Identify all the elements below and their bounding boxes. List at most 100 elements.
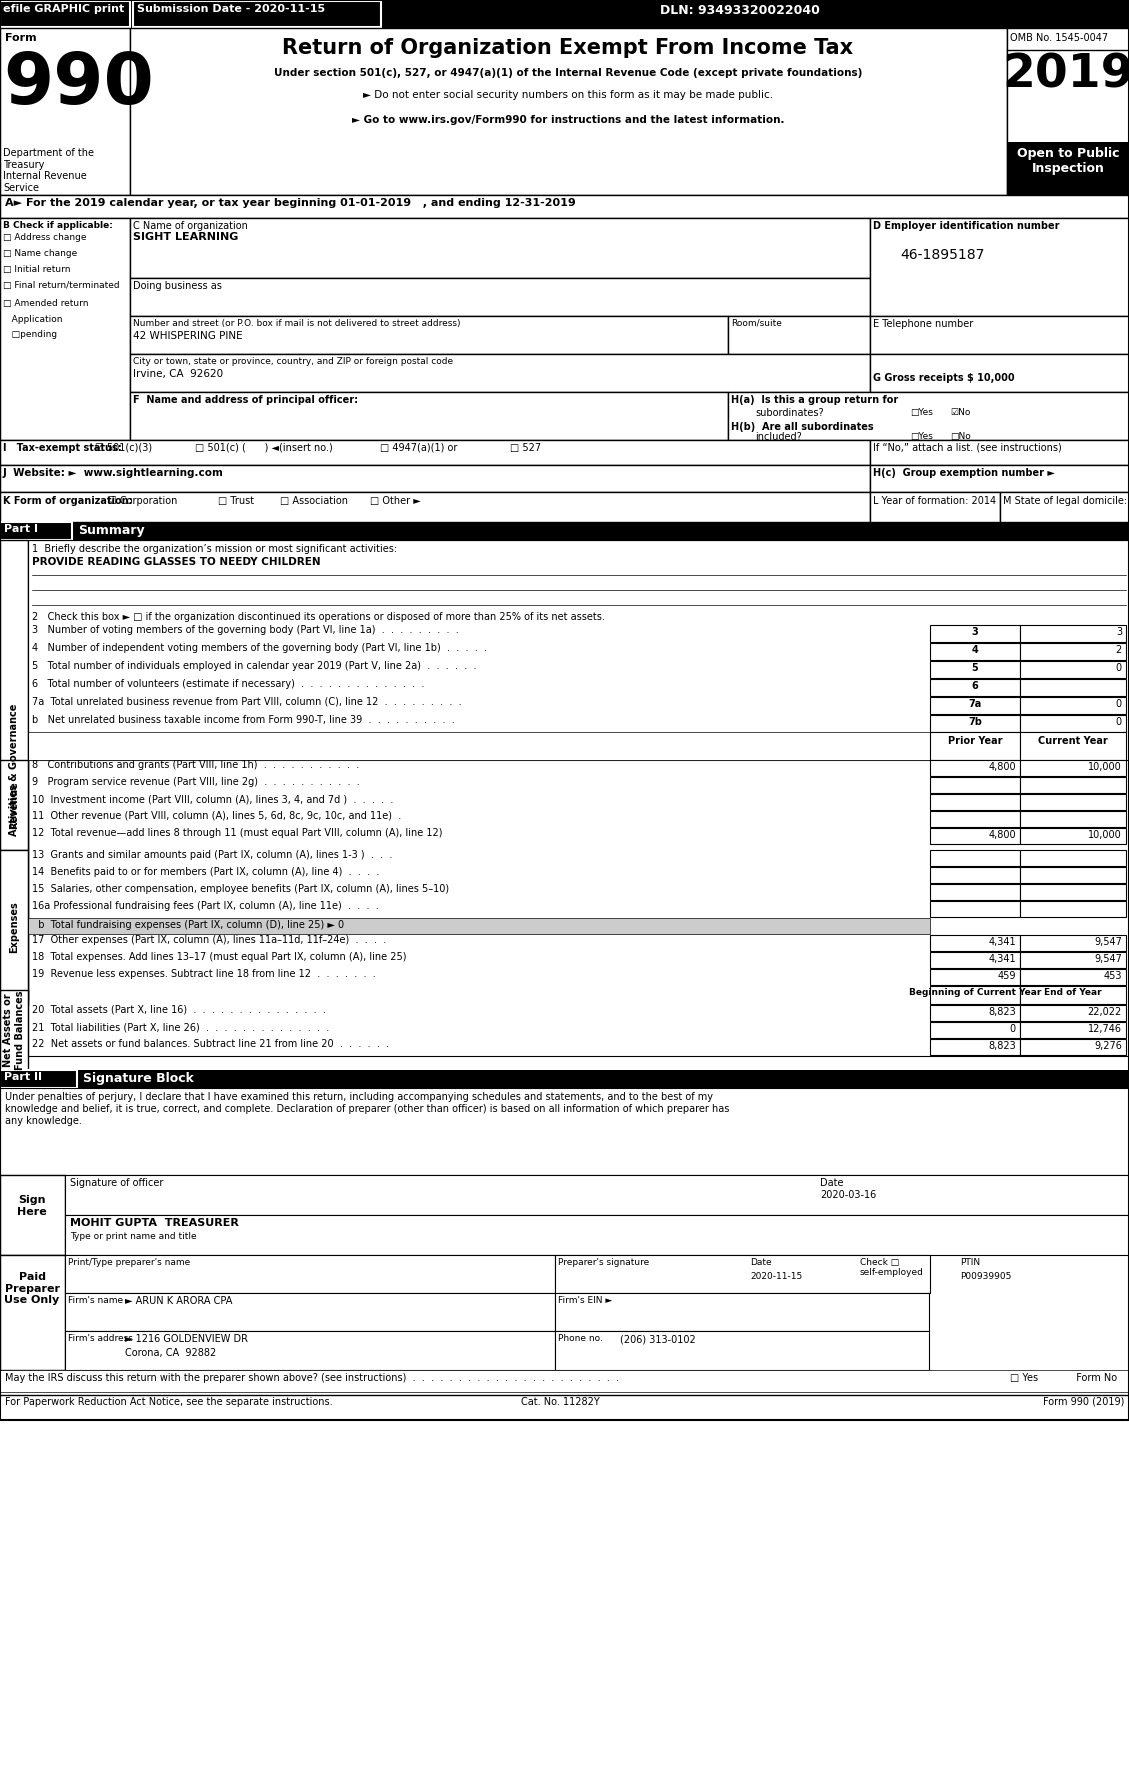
Bar: [1019, 827, 1126, 844]
Bar: [1019, 793, 1126, 810]
Bar: [0, 219, 130, 441]
Text: F  Name and address of principal officer:: F Name and address of principal officer:: [133, 396, 358, 405]
Bar: [870, 441, 1129, 466]
Text: □ Association: □ Association: [280, 496, 348, 507]
Text: 10,000: 10,000: [1088, 761, 1122, 772]
Text: ☑ Corporation: ☑ Corporation: [108, 496, 177, 507]
Text: □ Address change: □ Address change: [3, 233, 87, 242]
Bar: [930, 661, 1019, 679]
Text: knowledge and belief, it is true, correct, and complete. Declaration of preparer: knowledge and belief, it is true, correc…: [5, 1103, 729, 1114]
Text: 4: 4: [972, 645, 979, 656]
Text: Form: Form: [5, 32, 36, 43]
Text: Prior Year: Prior Year: [947, 736, 1003, 747]
Text: □ Yes: □ Yes: [1010, 1374, 1039, 1383]
Text: 0: 0: [1115, 698, 1122, 709]
Bar: [555, 1255, 930, 1293]
Bar: [930, 625, 1019, 641]
Bar: [1019, 697, 1126, 715]
Bar: [1019, 733, 1126, 759]
Text: Form 990 (2019): Form 990 (2019): [1042, 1397, 1124, 1408]
Bar: [1019, 969, 1126, 985]
Text: 8,823: 8,823: [988, 1041, 1016, 1051]
Text: E Telephone number: E Telephone number: [873, 319, 973, 330]
Text: subordinates?: subordinates?: [755, 408, 824, 417]
Text: Form No: Form No: [1070, 1374, 1117, 1383]
Text: Department of the
Treasury
Internal Revenue
Service: Department of the Treasury Internal Reve…: [3, 149, 94, 193]
Text: ► Go to www.irs.gov/Form990 for instructions and the latest information.: ► Go to www.irs.gov/Form990 for instruct…: [352, 115, 785, 125]
Text: 4,800: 4,800: [988, 829, 1016, 840]
Text: included?: included?: [755, 432, 802, 442]
Text: 4,800: 4,800: [988, 761, 1016, 772]
Bar: [930, 935, 1019, 951]
Text: □ Name change: □ Name change: [3, 249, 77, 258]
Bar: [1019, 901, 1126, 917]
Bar: [930, 901, 1019, 917]
Text: G Gross receipts $ 10,000: G Gross receipts $ 10,000: [873, 373, 1015, 383]
Bar: [555, 1331, 929, 1370]
Text: Print/Type preparer's name: Print/Type preparer's name: [68, 1257, 191, 1266]
Bar: [930, 851, 1019, 867]
Text: 20  Total assets (Part X, line 16)  .  .  .  .  .  .  .  .  .  .  .  .  .  .  .: 20 Total assets (Part X, line 16) . . . …: [32, 1005, 326, 1015]
Text: 8,823: 8,823: [988, 1007, 1016, 1017]
Text: Return of Organization Exempt From Income Tax: Return of Organization Exempt From Incom…: [282, 38, 854, 57]
Bar: [930, 777, 1019, 793]
Text: □Yes: □Yes: [910, 408, 933, 417]
Text: Type or print name and title: Type or print name and title: [70, 1232, 196, 1241]
Text: Current Year: Current Year: [1039, 736, 1108, 747]
Bar: [0, 759, 28, 851]
Bar: [0, 851, 28, 1005]
Text: 6: 6: [972, 681, 979, 691]
Text: 9,276: 9,276: [1094, 1041, 1122, 1051]
Text: A► For the 2019 calendar year, or tax year beginning 01-01-2019   , and ending 1: A► For the 2019 calendar year, or tax ye…: [5, 199, 576, 208]
Bar: [0, 195, 1129, 219]
Text: 990: 990: [3, 50, 154, 118]
Bar: [870, 219, 1129, 315]
Bar: [930, 733, 1019, 759]
Text: Corona, CA  92882: Corona, CA 92882: [125, 1349, 217, 1358]
Bar: [870, 315, 1129, 355]
Text: □ 527: □ 527: [510, 442, 541, 453]
Text: DLN: 93493320022040: DLN: 93493320022040: [660, 4, 820, 16]
Text: 16a Professional fundraising fees (Part IX, column (A), line 11e)  .  .  .  .: 16a Professional fundraising fees (Part …: [32, 901, 378, 912]
Text: Phone no.: Phone no.: [558, 1334, 603, 1343]
Bar: [0, 0, 1129, 29]
Text: PROVIDE READING GLASSES TO NEEDY CHILDREN: PROVIDE READING GLASSES TO NEEDY CHILDRE…: [32, 557, 321, 568]
Text: □ Final return/terminated: □ Final return/terminated: [3, 281, 120, 290]
Text: 1  Briefly describe the organization’s mission or most significant activities:: 1 Briefly describe the organization’s mi…: [32, 544, 397, 553]
Text: SIGHT LEARNING: SIGHT LEARNING: [133, 233, 238, 242]
Text: □pending: □pending: [3, 330, 58, 338]
Bar: [28, 541, 1129, 1057]
Bar: [1007, 29, 1129, 195]
Text: H(c)  Group exemption number ►: H(c) Group exemption number ►: [873, 467, 1054, 478]
Text: D Employer identification number: D Employer identification number: [873, 220, 1059, 231]
Text: Part II: Part II: [5, 1073, 42, 1082]
Text: 9,547: 9,547: [1094, 937, 1122, 947]
Text: 22  Net assets or fund balances. Subtract line 21 from line 20  .  .  .  .  .  .: 22 Net assets or fund balances. Subtract…: [32, 1039, 390, 1050]
Text: 15  Salaries, other compensation, employee benefits (Part IX, column (A), lines : 15 Salaries, other compensation, employe…: [32, 885, 449, 894]
Text: 19  Revenue less expenses. Subtract line 18 from line 12  .  .  .  .  .  .  .: 19 Revenue less expenses. Subtract line …: [32, 969, 376, 980]
Text: 9,547: 9,547: [1094, 955, 1122, 964]
Text: 6   Total number of volunteers (estimate if necessary)  .  .  .  .  .  .  .  .  : 6 Total number of volunteers (estimate i…: [32, 679, 425, 690]
Text: 3   Number of voting members of the governing body (Part VI, line 1a)  .  .  .  : 3 Number of voting members of the govern…: [32, 625, 458, 636]
Text: ► 1216 GOLDENVIEW DR: ► 1216 GOLDENVIEW DR: [125, 1334, 248, 1343]
Bar: [870, 355, 1129, 392]
Text: 0: 0: [1115, 716, 1122, 727]
Bar: [65, 1175, 1129, 1214]
Text: any knowledge.: any knowledge.: [5, 1116, 82, 1127]
Text: Beginning of Current Year: Beginning of Current Year: [909, 989, 1041, 998]
Text: Check □
self-employed: Check □ self-employed: [860, 1257, 924, 1277]
Bar: [65, 1214, 1129, 1255]
Bar: [930, 679, 1019, 697]
Text: (206) 313-0102: (206) 313-0102: [620, 1334, 695, 1343]
Bar: [0, 1087, 1129, 1175]
Text: Sign
Here: Sign Here: [17, 1195, 47, 1216]
Bar: [1019, 851, 1126, 867]
Bar: [0, 1175, 65, 1255]
Bar: [130, 219, 870, 278]
Text: May the IRS discuss this return with the preparer shown above? (see instructions: May the IRS discuss this return with the…: [5, 1374, 619, 1383]
Text: K Form of organization:: K Form of organization:: [3, 496, 132, 507]
Text: 10,000: 10,000: [1088, 829, 1122, 840]
Text: Application: Application: [3, 315, 62, 324]
Text: □ 4947(a)(1) or: □ 4947(a)(1) or: [380, 442, 457, 453]
Text: 18  Total expenses. Add lines 13–17 (must equal Part IX, column (A), line 25): 18 Total expenses. Add lines 13–17 (must…: [32, 953, 406, 962]
